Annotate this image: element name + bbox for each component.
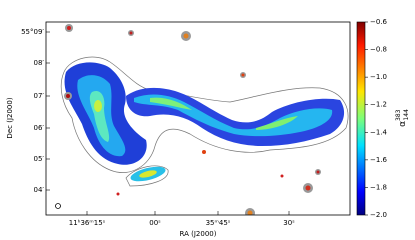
plot-frame — [45, 21, 351, 216]
y-tick-label: 04′ — [34, 186, 45, 194]
y-axis-label: Dec (J2000) — [6, 97, 14, 138]
colorbar-tick-label: −1.8 — [370, 183, 387, 191]
y-tick-label: 55°09′ — [21, 28, 44, 36]
y-tick-label: 05′ — [34, 155, 45, 163]
y-tick-label: 06′ — [34, 124, 45, 132]
y-tick-label: 08′ — [34, 59, 45, 67]
colorbar-tick-label: −1.0 — [370, 73, 387, 81]
colorbar-symbol: α — [398, 121, 408, 127]
x-tick-label: 11ʰ36ᵐ15ˢ — [69, 219, 106, 227]
colorbar-label: α383144 — [395, 109, 410, 127]
y-tick-label: 07′ — [34, 92, 45, 100]
colorbar-tick-label: −0.6 — [370, 18, 388, 26]
x-tick-label: 30ˢ — [283, 219, 295, 227]
colorbar-tick-label: −2.0 — [370, 211, 387, 219]
colorbar-ticks: −0.6 −0.8 −1.0 −1.2 −1.4 −1.6 −1.8 −2.0 — [365, 18, 388, 219]
colorbar-tick-label: −1.2 — [370, 101, 387, 109]
colorbar-tick-label: −1.4 — [370, 128, 388, 136]
axis-ticks — [46, 31, 290, 215]
colorbar-tick-label: −1.6 — [370, 156, 388, 164]
image — [55, 24, 349, 215]
x-tick-label: 00ˢ — [149, 219, 161, 227]
colorbar — [356, 21, 366, 216]
x-axis-label: RA (J2000) — [180, 230, 217, 238]
colorbar-subscript: 144 — [403, 109, 410, 121]
colorbar-superscript: 383 — [395, 109, 402, 121]
x-tick-label: 35ᵐ45ˢ — [206, 219, 231, 227]
colorbar-tick-label: −0.8 — [370, 46, 387, 54]
